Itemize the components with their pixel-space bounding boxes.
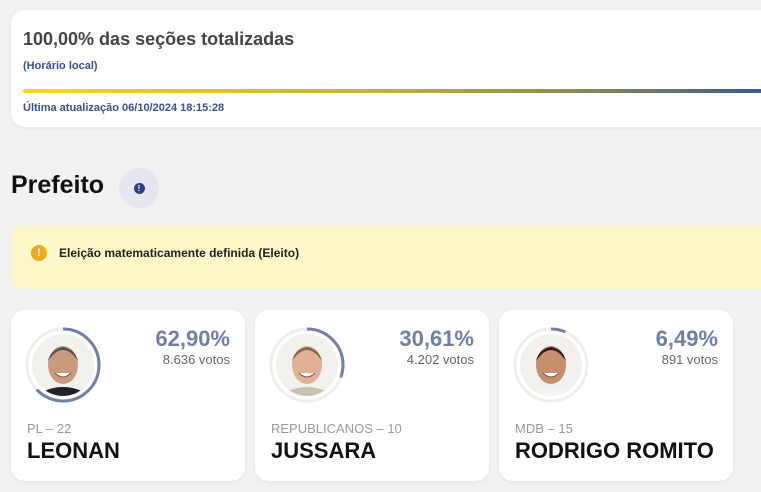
candidate-avatar <box>269 327 345 403</box>
vote-count: 891 votos <box>661 352 718 367</box>
candidate-card[interactable]: 62,90% 8.636 votos PL – 22 LEONAN <box>11 310 245 481</box>
vote-share-ring <box>269 327 345 403</box>
vote-percentage: 30,61% <box>399 326 474 351</box>
totalization-card: 100,00% das seções totalizadas (Horário … <box>11 10 761 127</box>
section-title: Prefeito <box>11 171 105 199</box>
candidate-name: RODRIGO ROMITO <box>515 438 714 463</box>
last-update: Última atualização 06/10/2024 18:15:28 <box>23 102 225 114</box>
info-icon: ! <box>133 182 145 194</box>
banner-text: Eleição matematicamente definida (Eleito… <box>59 246 300 260</box>
info-button[interactable]: ! <box>119 168 159 208</box>
vote-share-ring <box>513 327 589 403</box>
vote-percentage: 6,49% <box>655 326 718 351</box>
candidate-card[interactable]: 30,61% 4.202 votos REPUBLICANOS – 10 JUS… <box>255 310 489 481</box>
vote-count: 8.636 votos <box>162 352 230 367</box>
vote-share-ring <box>25 327 101 403</box>
vote-percentage: 62,90% <box>155 326 230 351</box>
candidate-avatar <box>25 327 101 403</box>
vote-count: 4.202 votos <box>406 352 474 367</box>
local-time-label: (Horário local) <box>23 60 98 72</box>
warning-icon: ! <box>31 245 47 261</box>
party-number: REPUBLICANOS – 10 <box>271 421 402 436</box>
candidate-name: JUSSARA <box>271 438 377 463</box>
totalization-title: 100,00% das seções totalizadas <box>23 29 295 49</box>
candidate-avatar <box>513 327 589 403</box>
party-number: MDB – 15 <box>515 421 573 436</box>
result-banner: ! Eleição matematicamente definida (Elei… <box>11 225 761 289</box>
totalization-progress-bar <box>23 89 761 93</box>
candidate-name: LEONAN <box>27 438 120 463</box>
party-number: PL – 22 <box>27 421 72 436</box>
candidate-card[interactable]: 6,49% 891 votos MDB – 15 RODRIGO ROMITO <box>499 310 733 481</box>
